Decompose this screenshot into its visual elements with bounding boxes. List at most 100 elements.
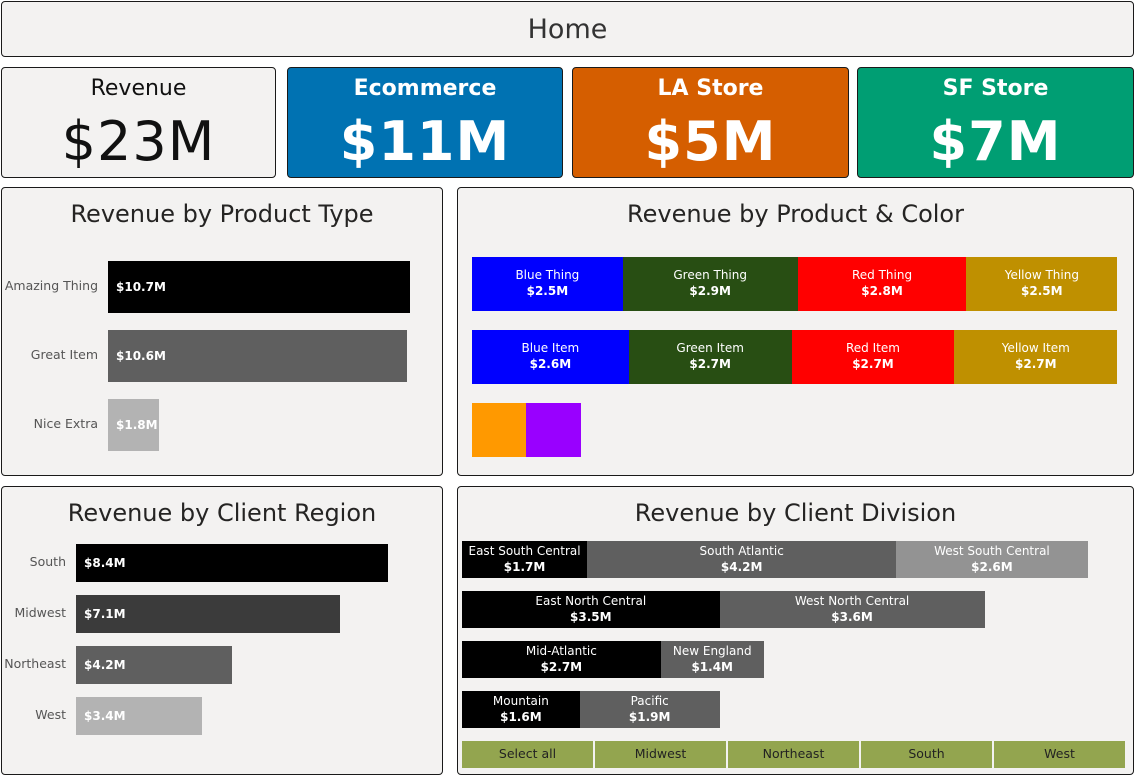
bar-segment-unlabeled	[526, 403, 581, 457]
segment-name: Mountain	[492, 694, 549, 708]
bar-segment: Blue Thing $2.5M	[472, 257, 623, 311]
bar: $4.2M	[76, 646, 232, 684]
slicer-option-midwest[interactable]: Midwest	[595, 741, 728, 768]
category-label: Northeast	[4, 656, 66, 671]
kpi-label: Revenue	[90, 76, 187, 101]
data-label: $1.8M	[116, 418, 158, 432]
bar-segment: East South Central $1.7M	[462, 541, 588, 578]
kpi-label: SF Store	[942, 76, 1049, 101]
segment-value: $2.7M	[689, 357, 731, 371]
segment-value: $1.9M	[628, 710, 671, 724]
segment-name: South Atlantic	[699, 544, 784, 558]
segment-value: $1.7M	[503, 560, 546, 574]
page-title: Home	[527, 14, 608, 45]
bar: $8.4M	[76, 544, 388, 582]
segment-value: $2.7M	[852, 357, 894, 371]
segment-value: $2.5M	[1021, 284, 1063, 298]
bar-segment: Yellow Item $2.7M	[954, 330, 1118, 384]
chart-revenue-by-client-region[interactable]: Revenue by Client Region South $8.4M Midwe…	[1, 486, 443, 775]
segment-name: Green Item	[676, 341, 744, 355]
segment-value: $3.5M	[570, 610, 612, 624]
bar: $10.7M	[108, 261, 410, 313]
data-label: $7.1M	[84, 607, 126, 621]
bar-segment: West South Central $2.6M	[896, 541, 1088, 578]
segment-value: $2.5M	[526, 284, 569, 298]
segment-value: $2.7M	[1015, 357, 1057, 371]
segment-value: $3.6M	[831, 610, 873, 624]
segment-name: Blue Item	[521, 341, 580, 355]
bar-segment: East North Central $3.5M	[462, 591, 720, 628]
bar: $7.1M	[76, 595, 340, 633]
bar-segment: Green Item $2.7M	[628, 330, 792, 384]
bar-segment: Green Thing $2.9M	[622, 257, 798, 311]
kpi-card-revenue[interactable]: Revenue $23M	[1, 67, 276, 178]
kpi-value: $7M	[929, 110, 1062, 173]
segment-value: $1.4M	[691, 660, 734, 674]
segment-name: Yellow Item	[1001, 341, 1070, 355]
kpi-value: $11M	[339, 110, 511, 173]
segment-name: West North Central	[794, 594, 910, 608]
segment-value: $2.6M	[971, 560, 1013, 574]
chart-revenue-by-client-division[interactable]: Revenue by Client Division East South Ce…	[457, 486, 1134, 775]
category-label: Amazing Thing	[4, 278, 98, 293]
kpi-card-la-store[interactable]: LA Store $5M	[572, 67, 849, 178]
bar-segment: Red Thing $2.8M	[797, 257, 967, 311]
kpi-value: $23M	[61, 110, 216, 173]
slicer-option-select-all[interactable]: Select all	[462, 741, 595, 768]
chart-revenue-by-product-type[interactable]: Revenue by Product Type Amazing Thing $10…	[1, 187, 443, 476]
data-label: $10.7M	[116, 280, 166, 294]
bar-segment: Pacific $1.9M	[579, 691, 720, 728]
segment-value: $1.6M	[500, 710, 542, 724]
segment-value: $4.2M	[720, 560, 763, 574]
segment-name: East South Central	[468, 544, 581, 558]
bar: $10.6M	[108, 330, 408, 382]
chart-title: Revenue by Client Division	[634, 499, 957, 527]
bar-segment: Blue Item $2.6M	[472, 330, 629, 384]
data-label: $10.6M	[116, 349, 166, 363]
data-label: $3.4M	[84, 709, 126, 723]
segment-value: $2.6M	[529, 357, 572, 371]
chart-title: Revenue by Client Region	[67, 499, 377, 527]
segment-name: West South Central	[934, 544, 1050, 558]
category-label: South	[29, 554, 66, 569]
bar-segment: South Atlantic $4.2M	[587, 541, 897, 578]
slicer-option-south[interactable]: South	[861, 741, 994, 768]
kpi-value: $5M	[644, 110, 777, 173]
segment-name: Red Item	[846, 341, 900, 355]
chart-title: Revenue by Product Type	[70, 200, 374, 228]
kpi-label: LA Store	[657, 76, 764, 101]
kpi-card-ecommerce[interactable]: Ecommerce $11M	[287, 67, 563, 178]
bar-segment: Yellow Thing $2.5M	[966, 257, 1118, 311]
segment-name: East North Central	[535, 594, 647, 608]
bar-segment: Mountain $1.6M	[462, 691, 580, 728]
bar: $1.8M	[108, 399, 159, 451]
kpi-card-sf-store[interactable]: SF Store $7M	[857, 67, 1134, 178]
segment-name: Blue Thing	[515, 268, 580, 282]
segment-name: New England	[672, 644, 752, 658]
chart-revenue-by-product-color[interactable]: Revenue by Product & Color Blue Thing $2.…	[457, 187, 1134, 476]
category-label: Midwest	[14, 605, 66, 620]
bar-segment: West North Central $3.6M	[719, 591, 985, 628]
bar-segment-unlabeled	[472, 403, 527, 457]
chart-title: Revenue by Product & Color	[627, 200, 964, 228]
segment-value: $2.8M	[861, 284, 903, 298]
category-label: West	[35, 707, 66, 722]
category-label: Great Item	[30, 347, 98, 362]
page-header: Home	[1, 1, 1134, 57]
bar-segment: New England $1.4M	[660, 641, 764, 678]
bar-segment: Mid-Atlantic $2.7M	[462, 641, 661, 678]
data-label: $8.4M	[84, 556, 126, 570]
segment-value: $2.9M	[689, 284, 731, 298]
data-label: $4.2M	[84, 658, 126, 672]
slicer-option-west[interactable]: West	[994, 741, 1127, 768]
bar-segment: Red Item $2.7M	[791, 330, 955, 384]
category-label: Nice Extra	[33, 416, 98, 431]
bar: $3.4M	[76, 697, 203, 735]
segment-value: $2.7M	[540, 660, 583, 674]
segment-name: Pacific	[630, 694, 669, 708]
kpi-label: Ecommerce	[353, 76, 497, 101]
segment-name: Red Thing	[851, 268, 913, 282]
slicer-option-northeast[interactable]: Northeast	[728, 741, 861, 768]
segment-name: Yellow Thing	[1004, 268, 1079, 282]
segment-name: Green Thing	[673, 268, 747, 282]
